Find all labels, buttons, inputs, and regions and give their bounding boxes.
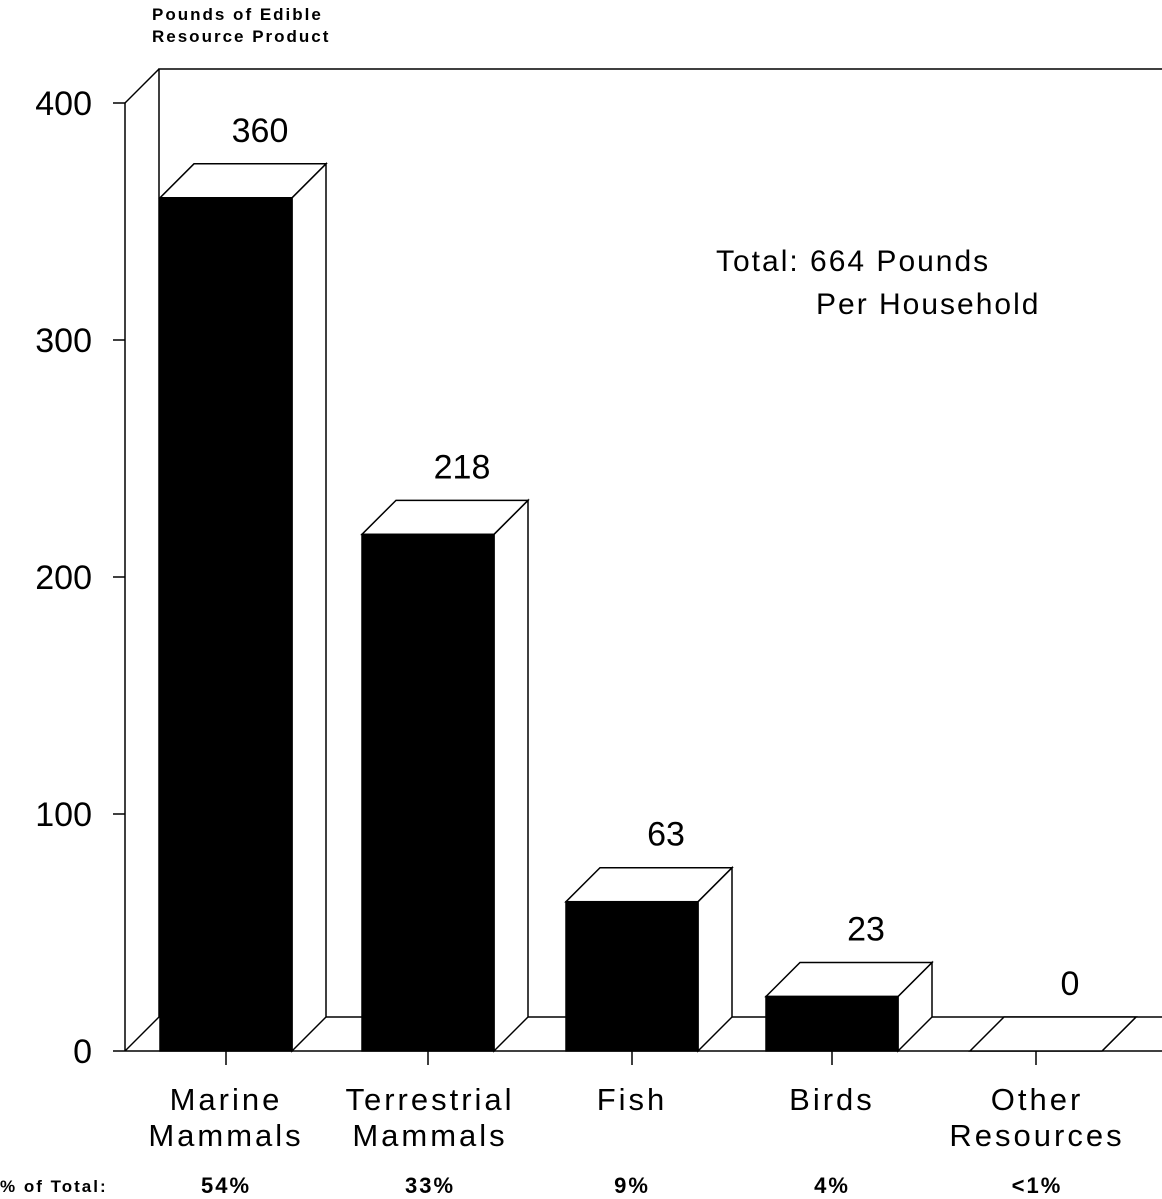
category-label-birds: Birds — [722, 1082, 942, 1118]
bar-side — [291, 161, 327, 1053]
percent-marine-mammals: 54% — [200, 1173, 252, 1198]
y-tick-label: 300 — [35, 322, 92, 360]
category-label-marine-mammals: Marine Mammals — [116, 1082, 336, 1154]
category-label-fish: Fish — [522, 1082, 742, 1118]
bar-value-label: 0 — [1061, 965, 1080, 1003]
y-axis-title-line-1: Pounds of Edible — [152, 5, 323, 24]
bar-side — [493, 498, 529, 1053]
bar-value-label: 218 — [434, 448, 491, 486]
total-annotation-line-1: Total: 664 Pounds — [716, 245, 991, 278]
category-label-line: Birds — [789, 1082, 875, 1117]
total-annotation-line-2: Per Household — [816, 288, 1041, 321]
category-label-line: Other — [990, 1082, 1084, 1117]
bar-value-label: 23 — [847, 910, 885, 948]
back-wall — [124, 68, 1162, 1052]
y-axis-title: Pounds of Edible Resource Product — [152, 4, 330, 48]
category-label-line: Resources — [949, 1118, 1125, 1153]
category-label-line: Marine — [169, 1082, 283, 1117]
y-tick-label: 100 — [35, 796, 92, 834]
y-axis-depth-edge — [124, 68, 160, 104]
percent-of-total-label: % of Total: — [0, 1177, 108, 1196]
bar — [765, 995, 899, 1052]
bar-value-label: 360 — [232, 112, 289, 150]
bar-top — [968, 1016, 1138, 1052]
bar — [565, 900, 699, 1052]
percent-terrestrial-mammals: 33% — [404, 1173, 456, 1198]
bar — [159, 197, 293, 1052]
category-label-line: Mammals — [352, 1118, 508, 1153]
category-label-other-resources: Other Resources — [927, 1082, 1147, 1154]
bar — [361, 533, 495, 1052]
total-annotation: Total: 664 Pounds Per Household — [716, 240, 1040, 326]
category-label-line: Terrestrial — [345, 1082, 515, 1117]
bar-value-label: 63 — [647, 816, 685, 854]
y-tick-label: 0 — [73, 1033, 92, 1071]
y-tick-label: 200 — [35, 559, 92, 597]
category-label-line: Mammals — [148, 1118, 304, 1153]
percent-birds: 4% — [814, 1173, 850, 1198]
y-tick-label: 400 — [35, 85, 92, 123]
percent-fish: 9% — [614, 1173, 650, 1198]
percent-other-resources: <1% — [1011, 1173, 1063, 1198]
y-axis-title-line-2: Resource Product — [152, 27, 331, 46]
category-label-terrestrial-mammals: Terrestrial Mammals — [320, 1082, 540, 1154]
category-label-line: Fish — [596, 1082, 668, 1117]
